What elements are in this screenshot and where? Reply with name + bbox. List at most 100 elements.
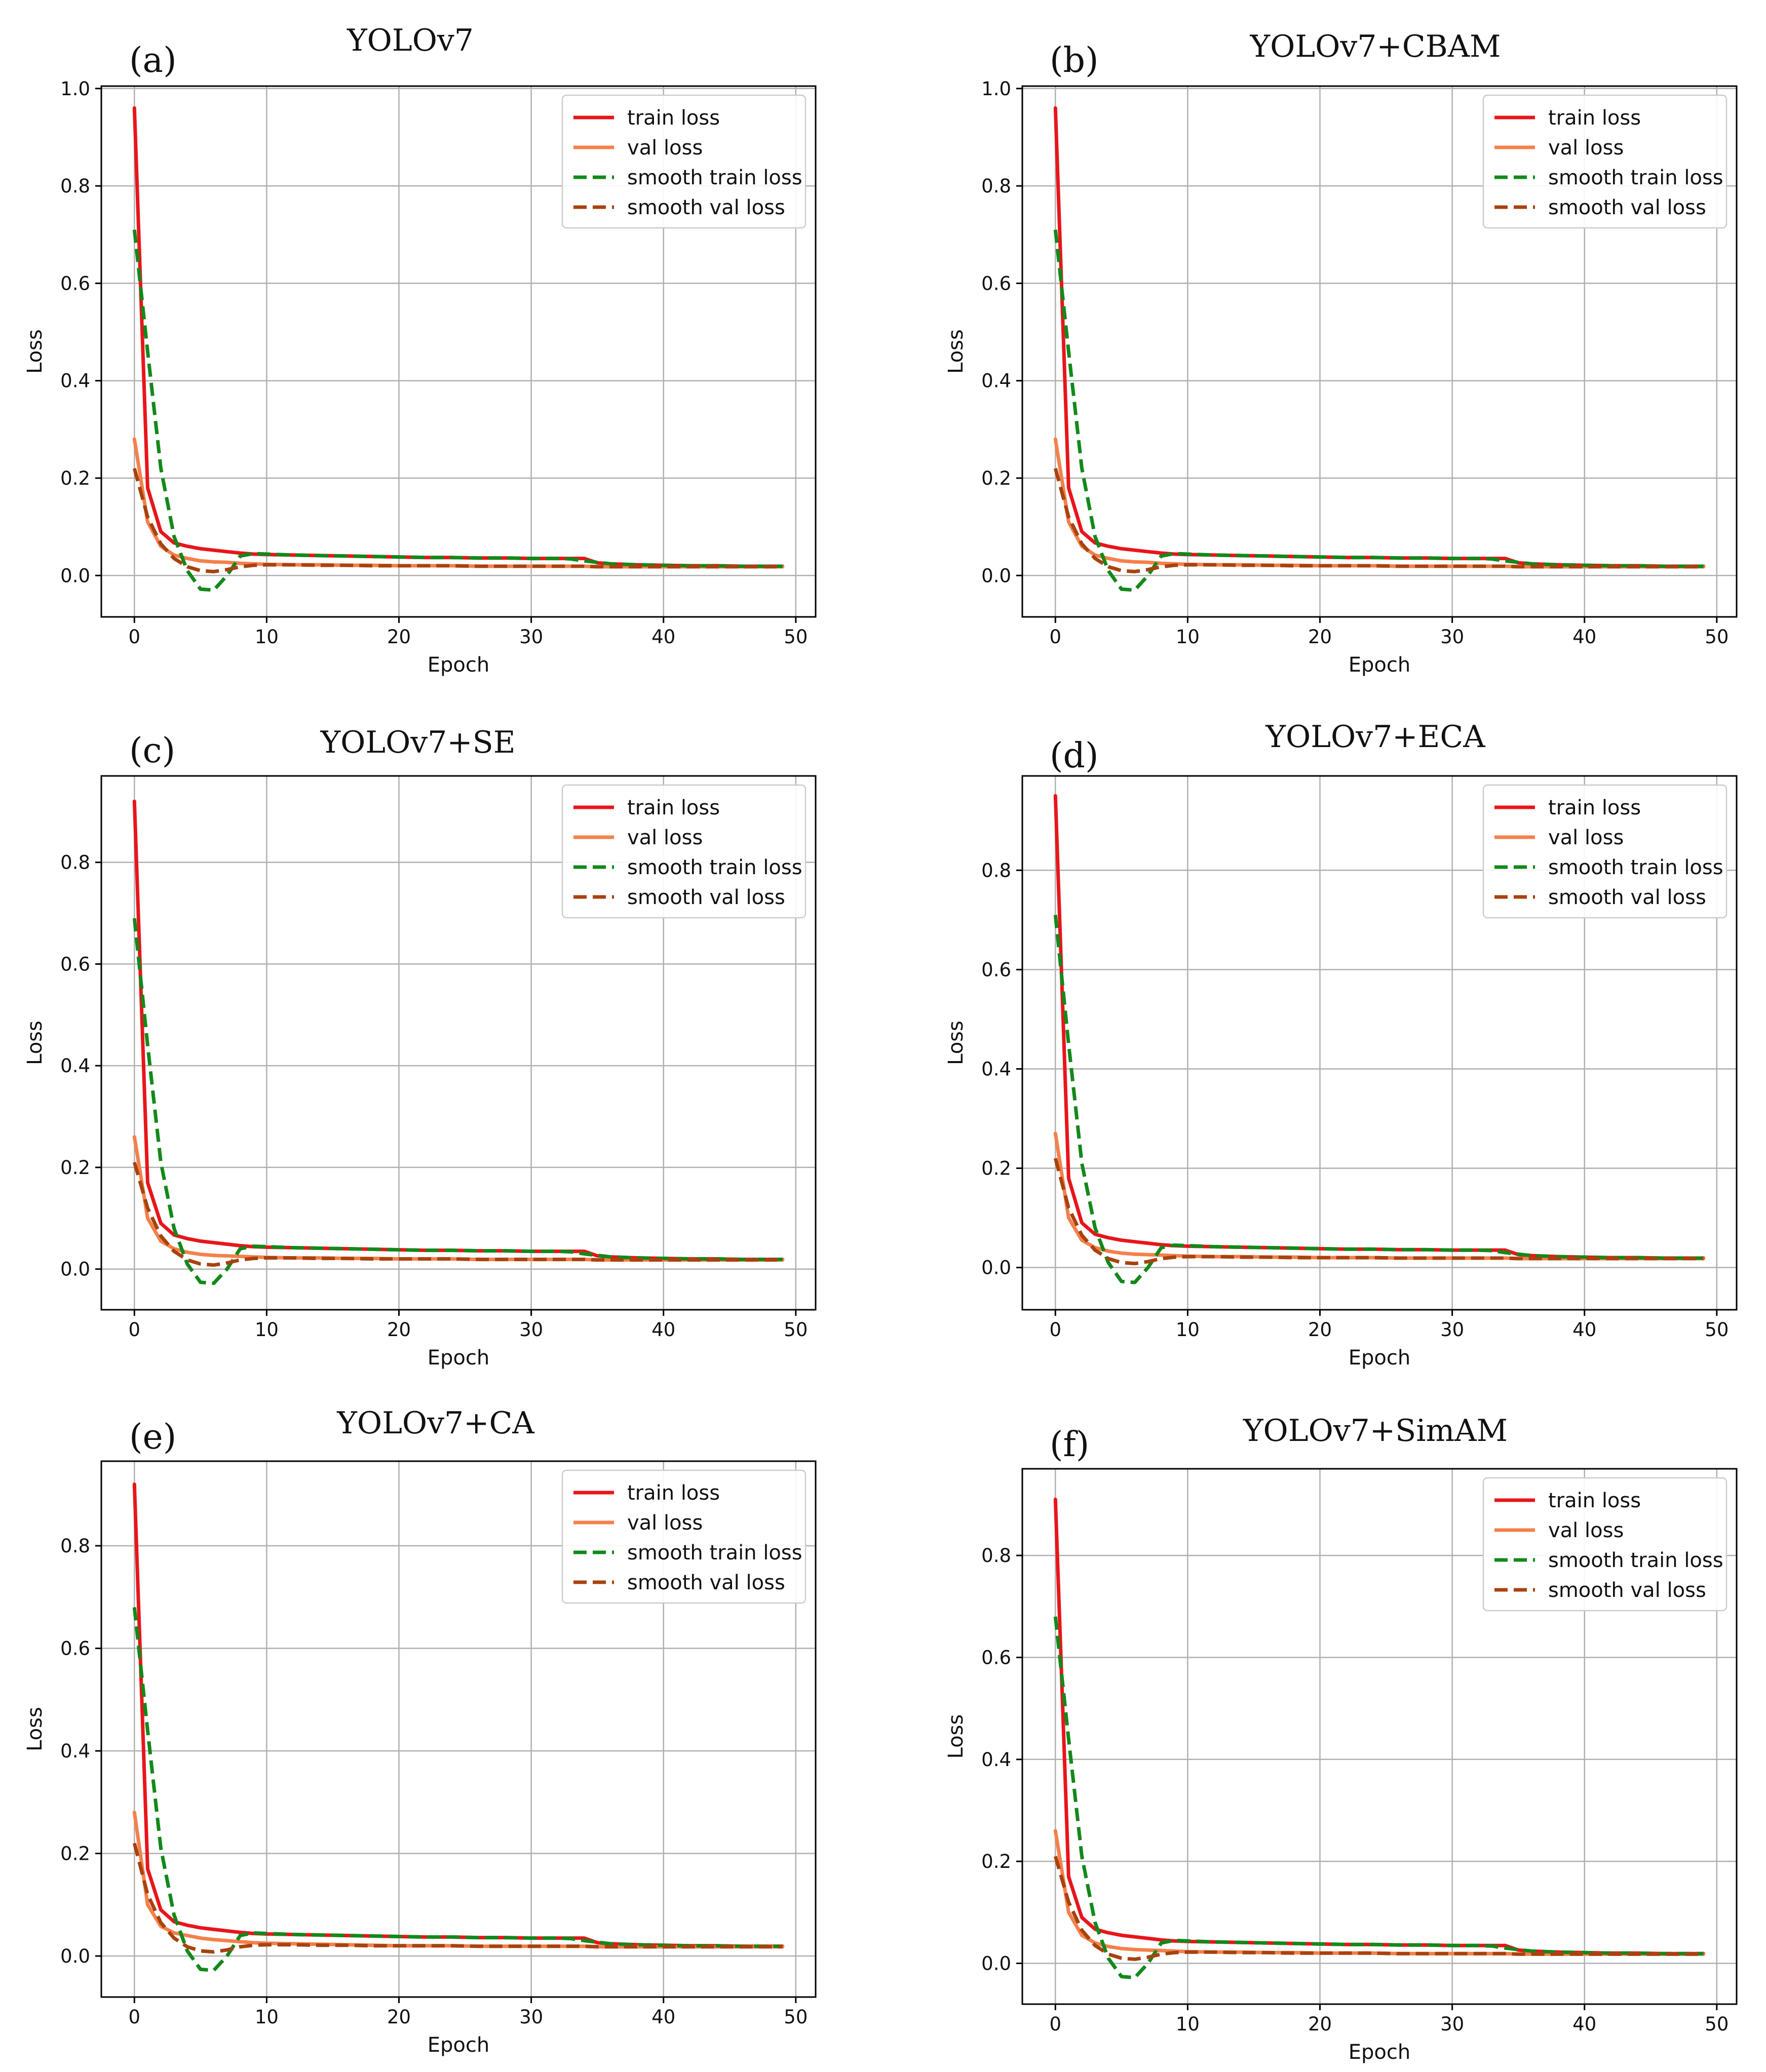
y-tick-label: 0.2 bbox=[60, 467, 90, 489]
y-tick-label: 0.0 bbox=[981, 1952, 1011, 1974]
y-tick-label: 0.8 bbox=[60, 852, 90, 874]
x-tick-label: 40 bbox=[651, 1319, 675, 1341]
chart-title: YOLOv7+CBAM bbox=[1250, 29, 1501, 64]
x-tick-label: 20 bbox=[387, 2006, 411, 2028]
legend-box bbox=[561, 94, 807, 229]
legend-label: smooth train loss bbox=[1548, 856, 1723, 879]
chart-panel: 0 10 20 30 40 50 0.0 0.2 0.4 0.6 0.8 Epoch Loss YOLOv… bbox=[944, 719, 1738, 1370]
y-tick-label: 0.2 bbox=[981, 467, 1011, 489]
chart-panel: 0 10 20 30 40 50 0.0 0.2 0.4 0.6 0.8 Epoch Loss YOLOv… bbox=[23, 725, 817, 1370]
x-tick-label: 20 bbox=[1308, 1319, 1332, 1341]
x-axis-label: Epoch bbox=[1349, 1346, 1410, 1370]
x-tick-label: 30 bbox=[519, 1319, 543, 1341]
y-tick-label: 0.2 bbox=[981, 1158, 1011, 1180]
legend-box bbox=[1482, 784, 1727, 919]
y-tick-label: 0.6 bbox=[981, 1647, 1011, 1668]
legend-label: val loss bbox=[1548, 826, 1624, 849]
y-tick-label: 0.4 bbox=[981, 1058, 1011, 1080]
series-smooth-val-loss bbox=[132, 467, 783, 574]
y-axis-label: Loss bbox=[23, 1021, 47, 1065]
y-tick-label: 0.8 bbox=[981, 175, 1011, 197]
x-tick-label: 20 bbox=[387, 626, 411, 648]
x-axis-label: Epoch bbox=[1349, 2041, 1410, 2064]
x-axis-label: Epoch bbox=[428, 653, 489, 677]
series-group bbox=[1053, 1497, 1706, 1980]
y-axis-label: Loss bbox=[944, 1021, 968, 1065]
y-axis-label: Loss bbox=[23, 329, 47, 374]
x-tick-label: 0 bbox=[129, 1319, 141, 1341]
axes-frame bbox=[100, 1460, 817, 1998]
x-tick-label: 50 bbox=[1705, 1319, 1729, 1341]
x-tick-label: 50 bbox=[784, 626, 808, 648]
y-tick-label: 0.6 bbox=[60, 1638, 90, 1660]
axes-frame bbox=[1021, 775, 1738, 1311]
legend-label: train loss bbox=[1548, 106, 1641, 130]
series-smooth-train-loss bbox=[1053, 1616, 1704, 1980]
chart-panel: 0 10 20 30 40 50 0.0 0.2 0.4 0.6 0.8 1.0 Epoch Loss YO… bbox=[944, 29, 1738, 677]
series-group bbox=[132, 799, 785, 1285]
y-tick-label: 0.0 bbox=[60, 565, 90, 587]
y-tick-label: 1.0 bbox=[60, 78, 90, 100]
y-tick-label: 0.6 bbox=[981, 959, 1011, 981]
legend: train loss val loss smooth train loss smoot… bbox=[561, 1469, 807, 1604]
y-tick-label: 0.6 bbox=[60, 272, 90, 294]
legend-box bbox=[561, 1469, 807, 1604]
chart-panel: 0 10 20 30 40 50 0.0 0.2 0.4 0.6 0.8 1.0 Epoch Loss YO… bbox=[23, 23, 817, 677]
panel-letter: (d) bbox=[1050, 736, 1099, 776]
legend-box bbox=[1482, 94, 1727, 229]
x-tick-label: 20 bbox=[1308, 2013, 1332, 2035]
x-tick-label: 40 bbox=[1572, 626, 1596, 648]
y-tick-label: 0.0 bbox=[60, 1945, 90, 1967]
x-tick-label: 30 bbox=[1440, 1319, 1464, 1341]
x-tick-label: 40 bbox=[1572, 1319, 1596, 1341]
legend-label: train loss bbox=[627, 796, 720, 819]
series-smooth-val-loss bbox=[1053, 1158, 1704, 1266]
series-smooth-val-loss bbox=[1053, 1856, 1704, 1961]
legend-label: val loss bbox=[627, 826, 703, 849]
series-group bbox=[1053, 794, 1706, 1284]
x-tick-label: 30 bbox=[519, 2006, 543, 2028]
y-tick-label: 0.4 bbox=[60, 370, 90, 392]
x-tick-label: 50 bbox=[1705, 626, 1729, 648]
legend-label: train loss bbox=[627, 106, 720, 130]
y-tick-label: 0.2 bbox=[60, 1157, 90, 1179]
panel-letter: (e) bbox=[129, 1417, 176, 1457]
y-tick-label: 0.4 bbox=[60, 1055, 90, 1077]
series-smooth-train-loss bbox=[132, 918, 783, 1285]
x-tick-label: 0 bbox=[1050, 2013, 1062, 2035]
chart-panel: 0 10 20 30 40 50 0.0 0.2 0.4 0.6 0.8 Epoch Loss YOLOv… bbox=[944, 1413, 1738, 2064]
legend-label: smooth val loss bbox=[1548, 196, 1706, 219]
y-tick-label: 1.0 bbox=[981, 78, 1011, 100]
legend-label: val loss bbox=[627, 136, 703, 160]
y-tick-label: 0.8 bbox=[60, 1535, 90, 1557]
chart-title: YOLOv7+ECA bbox=[1265, 719, 1485, 755]
x-tick-label: 10 bbox=[1176, 626, 1200, 648]
legend-label: train loss bbox=[1548, 796, 1641, 819]
x-axis-label: Epoch bbox=[428, 1346, 489, 1370]
series-group bbox=[132, 106, 785, 592]
legend-box bbox=[561, 784, 807, 919]
panel-letter: (b) bbox=[1050, 41, 1099, 81]
x-tick-label: 20 bbox=[1308, 626, 1332, 648]
legend-label: val loss bbox=[1548, 1519, 1624, 1542]
x-tick-label: 10 bbox=[255, 626, 279, 648]
legend-label: train loss bbox=[1548, 1489, 1641, 1512]
legend-label: smooth train loss bbox=[1548, 1549, 1723, 1572]
chart-panel: 0 10 20 30 40 50 0.0 0.2 0.4 0.6 0.8 Epoch Loss YOLOv… bbox=[23, 1405, 817, 2057]
y-tick-label: 0.4 bbox=[981, 370, 1011, 392]
x-axis-label: Epoch bbox=[1349, 653, 1410, 677]
chart-title: YOLOv7+SE bbox=[320, 725, 515, 760]
legend: train loss val loss smooth train loss smoot… bbox=[1482, 784, 1727, 919]
y-tick-label: 0.0 bbox=[981, 565, 1011, 587]
panel-letter: (a) bbox=[129, 41, 177, 81]
axes-frame bbox=[1021, 1468, 1738, 2005]
legend-label: smooth train loss bbox=[627, 1541, 802, 1565]
x-tick-label: 40 bbox=[651, 2006, 675, 2028]
x-tick-label: 40 bbox=[651, 626, 675, 648]
x-axis-label: Epoch bbox=[428, 2034, 489, 2057]
legend-label: val loss bbox=[627, 1511, 703, 1535]
y-tick-label: 0.6 bbox=[981, 272, 1011, 294]
legend-label: smooth train loss bbox=[1548, 166, 1723, 189]
